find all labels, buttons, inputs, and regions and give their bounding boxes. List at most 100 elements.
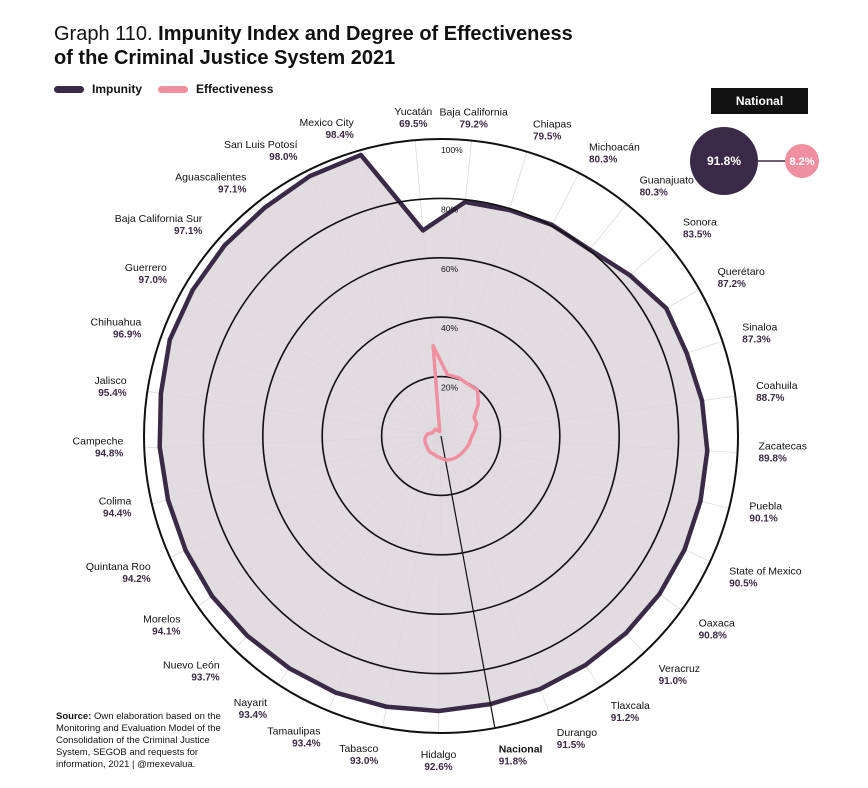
- national-impunity-bubble: [690, 127, 758, 195]
- grid-ring: [143, 138, 739, 734]
- grid-ring: [261, 256, 620, 615]
- category-label: Puebla: [749, 500, 782, 512]
- value-label: 98.0%: [269, 152, 297, 163]
- legend-swatch-impunity: [54, 85, 84, 93]
- category-label: Morelos: [143, 613, 180, 625]
- source-note: Source: Own elaboration based on the Mon…: [56, 711, 236, 771]
- category-label: Tamaulipas: [267, 725, 320, 737]
- value-label: 97.0%: [139, 275, 167, 286]
- value-label: 91.8%: [499, 757, 527, 768]
- source-text: Own elaboration based on the Monitoring …: [56, 711, 221, 770]
- category-label: San Luis Potosí: [224, 139, 298, 151]
- value-label: 94.2%: [122, 574, 150, 585]
- category-label: Tabasco: [339, 743, 378, 755]
- value-label: 92.6%: [424, 762, 452, 773]
- grid-ring: [380, 375, 502, 497]
- legend-label-effectiveness: Effectiveness: [196, 82, 274, 96]
- category-label: Campeche: [73, 436, 124, 448]
- category-label: Quintana Roo: [86, 561, 151, 573]
- value-label: 91.2%: [611, 713, 639, 724]
- value-label: 69.5%: [399, 119, 427, 130]
- value-label: 90.5%: [729, 578, 757, 589]
- value-label: 94.1%: [152, 626, 180, 637]
- category-label: Nuevo León: [163, 659, 220, 671]
- value-label: 93.4%: [292, 738, 320, 749]
- title-line-2: of the Criminal Justice System 2021: [54, 47, 396, 69]
- national-effectiveness-value: 8.2%: [789, 156, 814, 168]
- value-label: 89.8%: [759, 454, 787, 465]
- tick-label: 40%: [441, 323, 458, 333]
- tick-label: 60%: [441, 264, 458, 274]
- tick-label: 100%: [441, 145, 463, 155]
- legend: Impunity Effectiveness: [54, 82, 289, 96]
- value-label: 97.1%: [218, 185, 246, 196]
- category-label: Baja California Sur: [115, 213, 203, 225]
- title-line-1: Impunity Index and Degree of Effectivene…: [158, 23, 573, 45]
- tick-labels: 20% 40% 60% 80% 100%: [441, 145, 463, 393]
- value-label: 79.5%: [533, 132, 561, 143]
- value-label: 91.0%: [659, 676, 687, 687]
- category-label: Chiapas: [533, 119, 572, 131]
- category-label: Sonora: [683, 217, 717, 229]
- value-label: 83.5%: [683, 230, 711, 241]
- grid-ring: [321, 316, 561, 556]
- category-label: Mexico City: [300, 117, 355, 129]
- legend-item-impunity: Impunity: [54, 82, 142, 96]
- category-label: Coahuila: [756, 380, 798, 392]
- grid-ring: [202, 197, 680, 675]
- category-label: Zacatecas: [759, 441, 807, 453]
- category-label: Chihuahua: [91, 317, 142, 329]
- tick-label: 20%: [441, 383, 458, 393]
- national-spoke: [440, 435, 496, 729]
- category-label: Colima: [99, 496, 132, 508]
- title-prefix: Graph 110.: [54, 23, 153, 45]
- value-label: 87.2%: [718, 279, 746, 290]
- value-label: 90.1%: [749, 513, 777, 524]
- source-label: Source:: [56, 711, 92, 722]
- value-label: 94.4%: [103, 509, 131, 520]
- page-title: Graph 110. Impunity Index and Degree of …: [54, 22, 573, 70]
- legend-label-impunity: Impunity: [92, 82, 142, 96]
- category-label: Hidalgo: [421, 749, 457, 761]
- category-label: Jalisco: [94, 375, 126, 387]
- category-label: Yucatán: [394, 106, 432, 118]
- legend-swatch-effectiveness: [158, 85, 188, 93]
- category-label: State of Mexico: [729, 565, 802, 577]
- value-label: 94.8%: [95, 449, 123, 460]
- category-label: Aguascalientes: [175, 172, 246, 184]
- national-impunity-value: 91.8%: [707, 154, 741, 168]
- category-label: Querétaro: [718, 266, 765, 278]
- national-bubbles: 91.8% 8.2%: [690, 127, 819, 195]
- series-effectiveness-line: [423, 344, 481, 462]
- value-label: 95.4%: [98, 388, 126, 399]
- category-label: Oaxaca: [699, 618, 735, 630]
- category-label: Durango: [557, 727, 597, 739]
- value-label: 88.7%: [756, 393, 784, 404]
- grid-rings: [143, 138, 739, 734]
- value-label: 96.9%: [113, 330, 141, 341]
- category-label: Nayarit: [234, 697, 267, 709]
- category-label: Tlaxcala: [611, 700, 650, 712]
- value-label: 93.7%: [191, 672, 219, 683]
- value-label: 98.4%: [325, 130, 353, 141]
- value-label: 80.3%: [589, 155, 617, 166]
- legend-item-effectiveness: Effectiveness: [158, 82, 273, 96]
- category-label: Sinaloa: [742, 321, 777, 333]
- category-label: Michoacán: [589, 142, 640, 154]
- value-label: 97.1%: [174, 226, 202, 237]
- value-label: 93.4%: [239, 710, 267, 721]
- value-label: 87.3%: [742, 334, 770, 345]
- category-label: Veracruz: [659, 663, 700, 675]
- category-label: Guerrero: [125, 262, 167, 274]
- category-label: Guanajuato: [640, 175, 694, 187]
- value-label: 80.3%: [640, 188, 668, 199]
- national-effectiveness-bubble: [785, 144, 819, 178]
- value-label: 90.8%: [699, 631, 727, 642]
- value-label: 79.2%: [460, 120, 488, 131]
- value-label: 93.0%: [350, 756, 378, 767]
- national-badge: National: [711, 88, 808, 114]
- category-label: Nacional: [499, 744, 543, 756]
- value-label: 91.5%: [557, 740, 585, 751]
